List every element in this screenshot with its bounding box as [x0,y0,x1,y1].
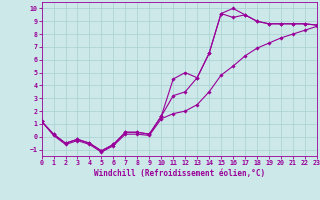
X-axis label: Windchill (Refroidissement éolien,°C): Windchill (Refroidissement éolien,°C) [94,169,265,178]
